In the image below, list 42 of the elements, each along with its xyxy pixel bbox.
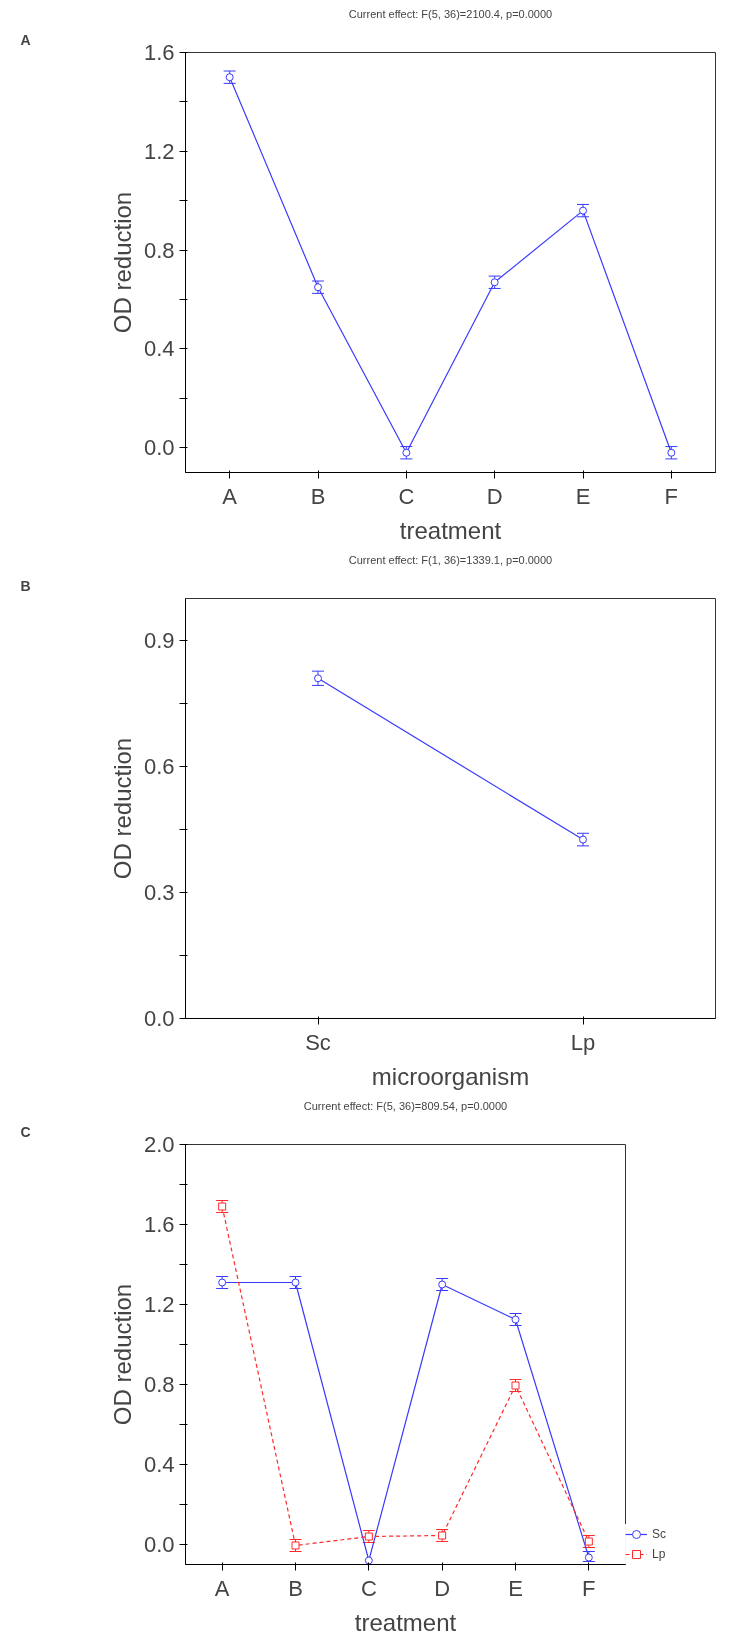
x-tick-label: A — [214, 1575, 230, 1601]
x-axis-title: treatment — [399, 516, 502, 544]
y-tick-label: 0.9 — [143, 628, 175, 653]
y-tick-label: 1.6 — [143, 1212, 175, 1237]
y-tick-label: 0.0 — [143, 1006, 175, 1031]
x-axis-title: treatment — [354, 1608, 457, 1636]
x-tick-label: B — [288, 1575, 303, 1601]
y-axis-title: OD reduction — [108, 191, 136, 334]
y-tick-label: 0.6 — [143, 754, 175, 779]
point — [364, 1556, 373, 1565]
y-tick-label: 0.8 — [143, 237, 175, 263]
y-tick-label: 1.2 — [143, 1292, 175, 1317]
y-axis-title: OD reduction — [108, 737, 136, 880]
text: B — [20, 577, 31, 594]
y-tick-label: 0.0 — [143, 435, 175, 461]
y-tick-label: 1.6 — [143, 40, 175, 65]
y-tick-label: 0.3 — [143, 880, 175, 905]
x-tick-label: F — [664, 483, 679, 509]
x-tick-label: D — [486, 483, 503, 509]
chart-title: Current effect: F(5, 36)=2100.4, p=0.0000 — [348, 7, 553, 20]
x-axis-title: microorganism — [371, 1062, 530, 1090]
y-axis-title: OD reduction — [108, 1283, 136, 1426]
y-tick-label: 2.0 — [143, 1132, 175, 1157]
chart-title: Current effect: F(5, 36)=809.54, p=0.0000 — [303, 1099, 508, 1112]
x-tick-label: C — [398, 483, 415, 509]
text: A — [20, 31, 31, 48]
x-tick-label: D — [434, 1575, 451, 1601]
y-tick-label: 0.4 — [143, 1452, 175, 1477]
chart-title: Current effect: F(1, 36)=1339.1, p=0.0000 — [348, 553, 553, 566]
x-tick-label: E — [575, 483, 591, 509]
y-tick-label: 0.8 — [143, 1372, 175, 1397]
y-tick-label: 0.0 — [143, 1532, 175, 1557]
x-tick-label: A — [222, 483, 238, 509]
text: C — [20, 1123, 31, 1140]
legend-label: Lp — [652, 1547, 667, 1561]
x-tick-label: B — [310, 483, 326, 509]
y-tick-label: 1.2 — [143, 138, 175, 164]
x-tick-label: F — [582, 1575, 596, 1601]
legend-label: Sc — [652, 1527, 667, 1541]
y-tick-label: 0.4 — [143, 336, 175, 362]
x-tick-label: C — [360, 1575, 377, 1601]
x-tick-label: E — [508, 1575, 523, 1601]
